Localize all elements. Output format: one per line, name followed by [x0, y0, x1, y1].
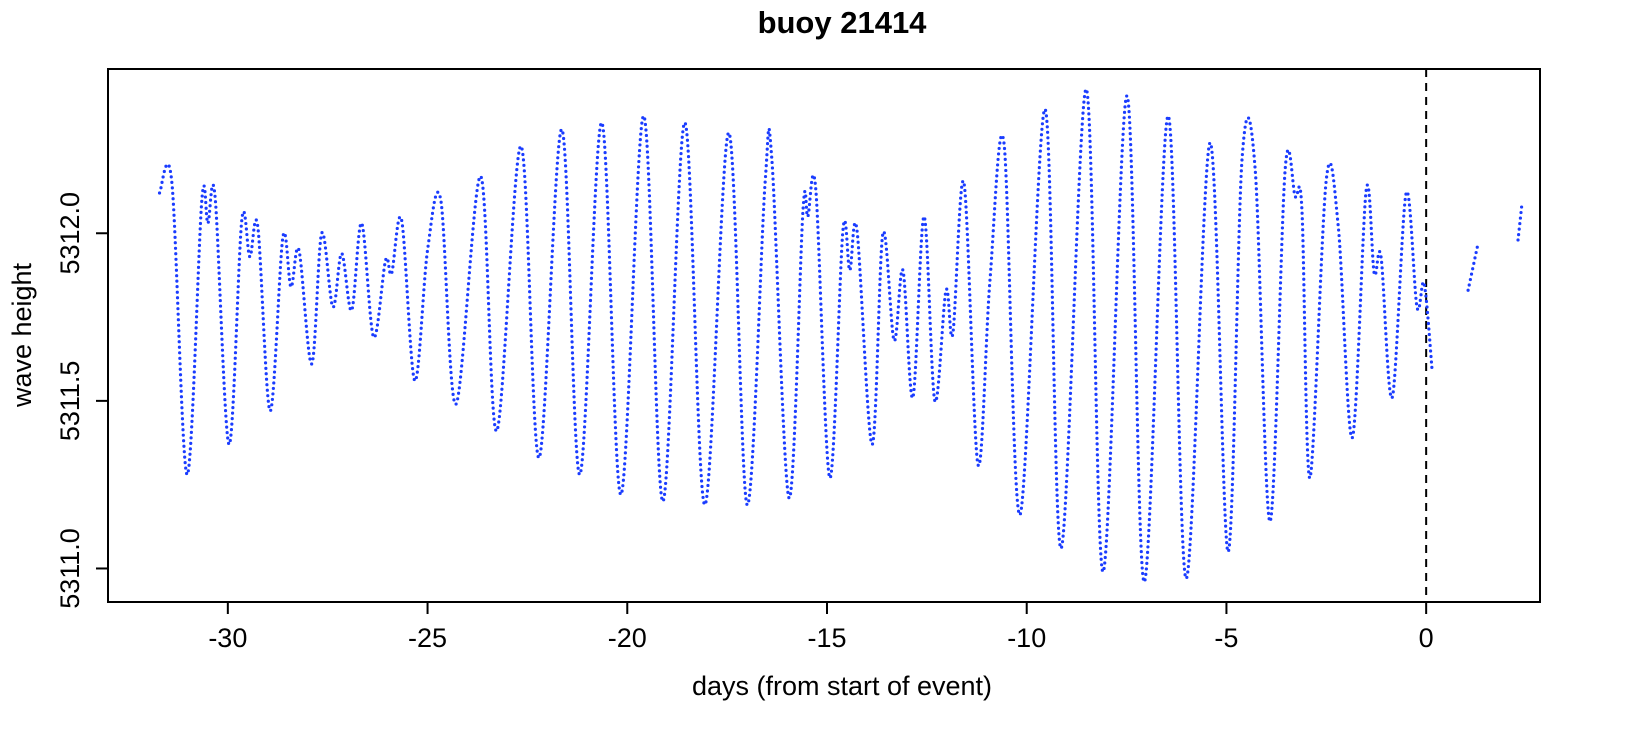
x-tick-label: -10	[1007, 623, 1046, 653]
y-tick-label: 5312.0	[55, 192, 85, 275]
data-line	[157, 87, 1524, 584]
x-tick-label: -30	[208, 623, 247, 653]
x-tick-label: -20	[608, 623, 647, 653]
x-tick-label: 0	[1419, 623, 1434, 653]
x-tick-label: -15	[807, 623, 846, 653]
plot-frame	[107, 68, 1541, 603]
y-tick-label: 5311.0	[55, 528, 85, 609]
x-tick-label: -5	[1214, 623, 1238, 653]
y-axis-label: wave height	[7, 262, 37, 408]
x-tick-label: -25	[408, 623, 447, 653]
y-tick-label: 5311.5	[55, 361, 85, 442]
x-axis-label: days (from start of event)	[692, 671, 992, 701]
chart-title: buoy 21414	[758, 5, 928, 40]
